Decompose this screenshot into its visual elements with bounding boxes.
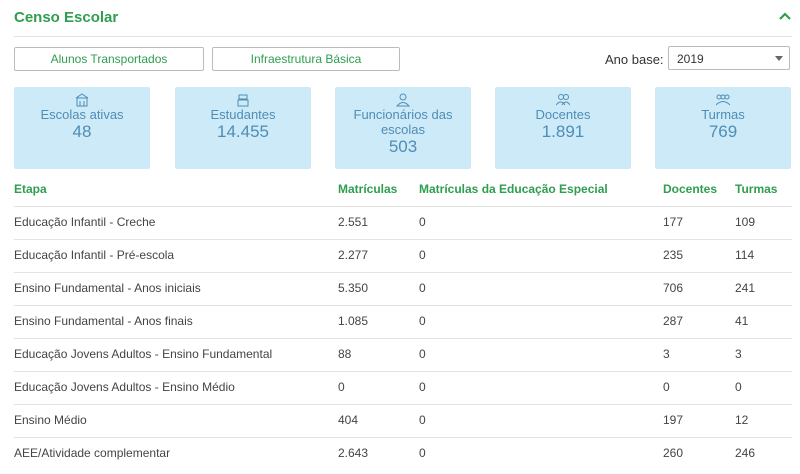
card-label: Estudantes [210,107,276,122]
cell: 0 [419,413,426,427]
cell: 235 [663,248,684,262]
cell: 114 [735,248,755,262]
year-label: Ano base: [605,52,664,67]
column-header: Matrículas [338,182,398,196]
cell: 2.643 [338,446,369,460]
cell: 0 [419,248,426,262]
cell: 88 [338,347,352,361]
cell: 41 [735,314,749,328]
cell: 0 [419,314,426,328]
card-icon [556,94,570,106]
card-label: Docentes [535,107,591,122]
cell: 246 [735,446,756,460]
summary-card: Turmas 769 [655,87,791,169]
card-icon [237,94,249,107]
cell: 0 [419,215,426,229]
row-label: Ensino Fundamental - Anos finais [14,314,193,328]
cell: 3 [663,347,670,361]
summary-card: Escolas ativas 48 [14,87,150,169]
row-divider [14,305,792,306]
row-label: Educação Jovens Adultos - Ensino Fundame… [14,347,273,361]
cell: 241 [735,281,756,295]
card-value: 48 [72,122,92,141]
year-select[interactable]: 2019 [668,46,790,70]
cell: 404 [338,413,359,427]
card-icon [716,94,730,106]
row-label: Educação Infantil - Creche [14,215,156,229]
cell: 287 [663,314,684,328]
column-header: Etapa [14,182,47,196]
cell: 0 [419,380,426,394]
divider [14,36,792,37]
tab-button[interactable]: Alunos Transportados [14,47,204,71]
collapse-toggle[interactable] [778,10,792,22]
cell: 0 [663,380,670,394]
column-header: Docentes [663,182,718,196]
row-label: Ensino Fundamental - Anos iniciais [14,281,201,295]
row-divider [14,338,792,339]
card-label: Escolas ativas [40,107,124,122]
cell: 1.085 [338,314,369,328]
cell: 0 [419,347,426,361]
cell: 2.551 [338,215,369,229]
cell: 0 [338,380,345,394]
summary-card: Docentes 1.891 [495,87,631,169]
row-label: Educação Jovens Adultos - Ensino Médio [14,380,235,394]
tab-button[interactable]: Infraestrutura Básica [212,47,400,71]
cell: 3 [735,347,742,361]
card-value: 14.455 [217,122,269,141]
row-label: AEE/Atividade complementar [14,446,171,460]
cell: 0 [735,380,742,394]
row-divider [14,206,792,207]
summary-card: Estudantes 14.455 [175,87,311,169]
card-value: 1.891 [541,122,585,141]
row-divider [14,272,792,273]
cell: 706 [663,281,684,295]
row-label: Educação Infantil - Pré-escola [14,248,175,262]
column-header: Matrículas da Educação Especial [419,182,608,196]
cell: 2.277 [338,248,369,262]
dropdown-arrow [775,56,783,61]
column-header: Turmas [735,182,778,196]
row-divider [14,371,792,372]
card-label: Funcionários das escolas [353,107,453,137]
row-divider [14,437,792,438]
cell: 177 [663,215,684,229]
section-title: Censo Escolar [14,9,119,26]
card-label: Turmas [701,107,745,122]
cell: 260 [663,446,684,460]
summary-card: Funcionários das escolas 503 [335,87,471,169]
cell: 12 [735,413,749,427]
cell: 0 [419,446,426,460]
cell: 197 [663,413,684,427]
year-value: 2019 [677,52,704,66]
cell: 109 [735,215,756,229]
cell: 0 [419,281,426,295]
row-divider [14,239,792,240]
row-divider [14,404,792,405]
row-label: Ensino Médio [14,413,87,427]
card-value: 503 [388,137,418,156]
cell: 5.350 [338,281,369,295]
card-value: 769 [708,122,738,141]
card-icon [396,93,410,107]
card-icon [75,93,89,107]
